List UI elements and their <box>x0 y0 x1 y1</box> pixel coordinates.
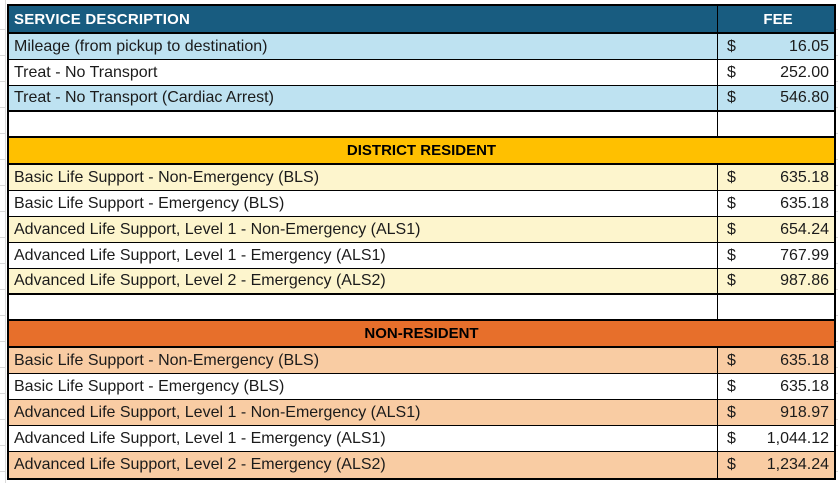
table-row: Basic Life Support - Emergency (BLS) $ 6… <box>9 374 834 400</box>
table-row: Advanced Life Support, Level 1 - Emergen… <box>9 243 834 269</box>
district-resident-section: DISTRICT RESIDENT Basic Life Support - N… <box>9 138 834 295</box>
fee-amount: 635.18 <box>780 194 829 212</box>
fee-amount: 987.86 <box>780 272 829 289</box>
left-gridline-stubs <box>0 4 5 478</box>
column-header-service-description: SERVICE DESCRIPTION <box>9 6 718 32</box>
service-description-cell: Mileage (from pickup to destination) <box>9 34 718 59</box>
currency-symbol: $ <box>727 246 736 264</box>
service-description-cell: Advanced Life Support, Level 2 - Emergen… <box>9 452 718 478</box>
service-description-cell: Basic Life Support - Emergency (BLS) <box>9 191 718 216</box>
fee-amount: 16.05 <box>788 37 829 55</box>
currency-symbol: $ <box>727 272 736 289</box>
currency-symbol: $ <box>727 351 736 369</box>
currency-symbol: $ <box>727 168 736 186</box>
fee-cell: $ 635.18 <box>718 348 834 373</box>
table-row: Advanced Life Support, Level 2 - Emergen… <box>9 269 834 295</box>
spacer-row <box>9 112 834 138</box>
fee-amount: 546.80 <box>780 89 829 106</box>
spacer-row <box>9 295 834 321</box>
fee-amount: 635.18 <box>780 168 829 186</box>
column-header-fee: FEE <box>763 10 793 28</box>
fee-cell: $ 546.80 <box>718 86 834 110</box>
table-row: Mileage (from pickup to destination) $ 1… <box>9 34 834 60</box>
service-description-cell: Advanced Life Support, Level 1 - Emergen… <box>9 243 718 268</box>
currency-symbol: $ <box>727 220 736 238</box>
fee-cell: $ 1,044.12 <box>718 426 834 451</box>
fee-amount: 654.24 <box>780 220 829 238</box>
empty-cell <box>9 295 718 319</box>
currency-symbol: $ <box>727 377 736 395</box>
left-gridline <box>5 0 6 483</box>
fee-cell: $ 635.18 <box>718 191 834 216</box>
service-description-cell: Advanced Life Support, Level 1 - Emergen… <box>9 426 718 451</box>
fee-cell: $ 987.86 <box>718 269 834 293</box>
service-description-cell: Advanced Life Support, Level 1 - Non-Eme… <box>9 400 718 425</box>
fee-cell: $ 1,234.24 <box>718 452 834 478</box>
fee-amount: 635.18 <box>780 377 829 395</box>
fee-amount: 635.18 <box>780 351 829 369</box>
fee-cell: $ 635.18 <box>718 165 834 190</box>
fee-amount: 1,044.12 <box>766 429 829 447</box>
fee-cell: $ 918.97 <box>718 400 834 425</box>
fee-amount: 767.99 <box>780 246 829 264</box>
table-row: Advanced Life Support, Level 2 - Emergen… <box>9 452 834 478</box>
base-fees-section: Mileage (from pickup to destination) $ 1… <box>9 34 834 112</box>
currency-symbol: $ <box>727 63 736 81</box>
fee-schedule-table: SERVICE DESCRIPTION FEE Mileage (from pi… <box>7 4 836 480</box>
empty-cell <box>718 112 834 136</box>
currency-symbol: $ <box>727 89 736 106</box>
fee-amount: 252.00 <box>780 63 829 81</box>
table-row: Advanced Life Support, Level 1 - Non-Eme… <box>9 400 834 426</box>
service-description-cell: Advanced Life Support, Level 2 - Emergen… <box>9 269 718 293</box>
empty-cell <box>9 112 718 136</box>
service-description-cell: Treat - No Transport <box>9 60 718 85</box>
service-description-cell: Basic Life Support - Emergency (BLS) <box>9 374 718 399</box>
table-row: Basic Life Support - Non-Emergency (BLS)… <box>9 165 834 191</box>
table-header-row: SERVICE DESCRIPTION FEE <box>9 6 834 34</box>
service-description-cell: Basic Life Support - Non-Emergency (BLS) <box>9 348 718 373</box>
fee-amount: 1,234.24 <box>766 456 829 473</box>
fee-cell: $ 654.24 <box>718 217 834 242</box>
table-row: Treat - No Transport (Cardiac Arrest) $ … <box>9 86 834 112</box>
fee-cell: $ 16.05 <box>718 34 834 59</box>
table-row: Basic Life Support - Non-Emergency (BLS)… <box>9 348 834 374</box>
section-header-non-resident: NON-RESIDENT <box>9 321 834 348</box>
non-resident-section: NON-RESIDENT Basic Life Support - Non-Em… <box>9 321 834 478</box>
currency-symbol: $ <box>727 456 736 473</box>
fee-cell: $ 635.18 <box>718 374 834 399</box>
service-description-cell: Treat - No Transport (Cardiac Arrest) <box>9 86 718 110</box>
section-header-district-resident: DISTRICT RESIDENT <box>9 138 834 165</box>
service-description-cell: Basic Life Support - Non-Emergency (BLS) <box>9 165 718 190</box>
section-title: NON-RESIDENT <box>364 325 479 342</box>
table-row: Advanced Life Support, Level 1 - Emergen… <box>9 426 834 452</box>
currency-symbol: $ <box>727 37 736 55</box>
table-row: Advanced Life Support, Level 1 - Non-Eme… <box>9 217 834 243</box>
empty-cell <box>718 295 834 319</box>
table-row: Treat - No Transport $ 252.00 <box>9 60 834 86</box>
table-row: Basic Life Support - Emergency (BLS) $ 6… <box>9 191 834 217</box>
currency-symbol: $ <box>727 429 736 447</box>
service-description-cell: Advanced Life Support, Level 1 - Non-Eme… <box>9 217 718 242</box>
fee-cell: $ 767.99 <box>718 243 834 268</box>
fee-cell: $ 252.00 <box>718 60 834 85</box>
currency-symbol: $ <box>727 403 736 421</box>
section-title: DISTRICT RESIDENT <box>346 142 497 159</box>
fee-amount: 918.97 <box>780 403 829 421</box>
currency-symbol: $ <box>727 194 736 212</box>
